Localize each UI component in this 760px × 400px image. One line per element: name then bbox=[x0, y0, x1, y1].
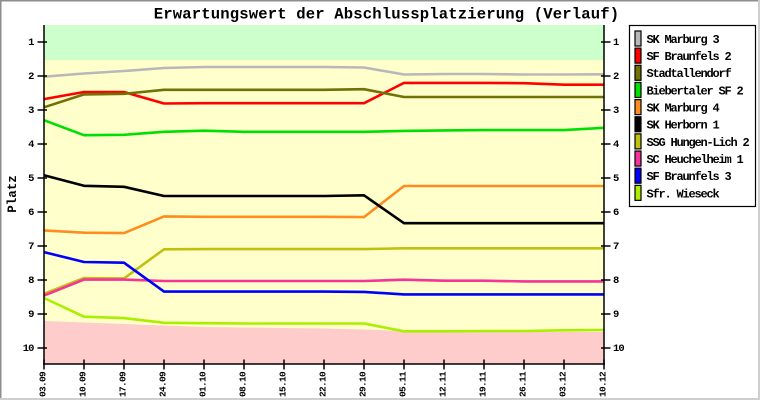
svg-text:10: 10 bbox=[23, 343, 34, 355]
svg-text:Stadtallendorf: Stadtallendorf bbox=[647, 67, 732, 81]
svg-text:SF Braunfels 3: SF Braunfels 3 bbox=[647, 170, 732, 184]
svg-text:08.10: 08.10 bbox=[238, 371, 249, 397]
svg-text:26.11: 26.11 bbox=[518, 371, 529, 397]
svg-text:SSG Hungen-Lich 2: SSG Hungen-Lich 2 bbox=[647, 136, 750, 150]
svg-text:17.09: 17.09 bbox=[118, 371, 129, 397]
svg-text:SK Marburg 4: SK Marburg 4 bbox=[647, 102, 720, 116]
svg-text:22.10: 22.10 bbox=[318, 371, 329, 397]
svg-text:8: 8 bbox=[613, 275, 619, 287]
svg-text:10: 10 bbox=[613, 343, 624, 355]
svg-text:Platz: Platz bbox=[6, 175, 20, 213]
svg-text:1: 1 bbox=[28, 37, 34, 49]
svg-text:7: 7 bbox=[613, 241, 619, 253]
svg-text:8: 8 bbox=[28, 275, 34, 287]
svg-text:Erwartungswert der Abschlusspl: Erwartungswert der Abschlussplatzierung … bbox=[154, 6, 619, 24]
svg-text:4: 4 bbox=[613, 139, 619, 151]
svg-text:1: 1 bbox=[613, 37, 619, 49]
svg-text:6: 6 bbox=[613, 207, 619, 219]
svg-text:05.11: 05.11 bbox=[398, 371, 409, 397]
svg-text:15.10: 15.10 bbox=[278, 371, 289, 397]
svg-text:9: 9 bbox=[28, 309, 34, 321]
svg-text:4: 4 bbox=[28, 139, 34, 151]
svg-text:SK Marburg 3: SK Marburg 3 bbox=[647, 33, 720, 47]
svg-text:01.10: 01.10 bbox=[198, 371, 209, 397]
svg-text:3: 3 bbox=[613, 105, 619, 117]
svg-text:10.12: 10.12 bbox=[598, 371, 609, 397]
svg-text:12.11: 12.11 bbox=[438, 371, 449, 397]
svg-text:Sfr. Wieseck: Sfr. Wieseck bbox=[647, 187, 720, 201]
svg-text:24.09: 24.09 bbox=[158, 371, 169, 397]
svg-text:SK Herborn 1: SK Herborn 1 bbox=[647, 119, 720, 133]
svg-text:SC Heuchelheim 1: SC Heuchelheim 1 bbox=[647, 153, 744, 167]
svg-text:03.09: 03.09 bbox=[38, 371, 49, 397]
svg-text:3: 3 bbox=[28, 105, 34, 117]
svg-text:03.12: 03.12 bbox=[558, 371, 569, 397]
svg-text:10.09: 10.09 bbox=[78, 371, 89, 397]
svg-text:2: 2 bbox=[613, 71, 619, 83]
svg-text:SF Braunfels 2: SF Braunfels 2 bbox=[647, 50, 732, 64]
svg-text:2: 2 bbox=[28, 71, 34, 83]
svg-text:7: 7 bbox=[28, 241, 34, 253]
svg-text:9: 9 bbox=[613, 309, 619, 321]
svg-text:6: 6 bbox=[28, 207, 34, 219]
svg-text:Biebertaler SF 2: Biebertaler SF 2 bbox=[647, 84, 744, 98]
svg-text:5: 5 bbox=[613, 173, 619, 185]
svg-text:19.11: 19.11 bbox=[478, 371, 489, 397]
svg-text:29.10: 29.10 bbox=[358, 371, 369, 397]
svg-text:5: 5 bbox=[28, 173, 34, 185]
